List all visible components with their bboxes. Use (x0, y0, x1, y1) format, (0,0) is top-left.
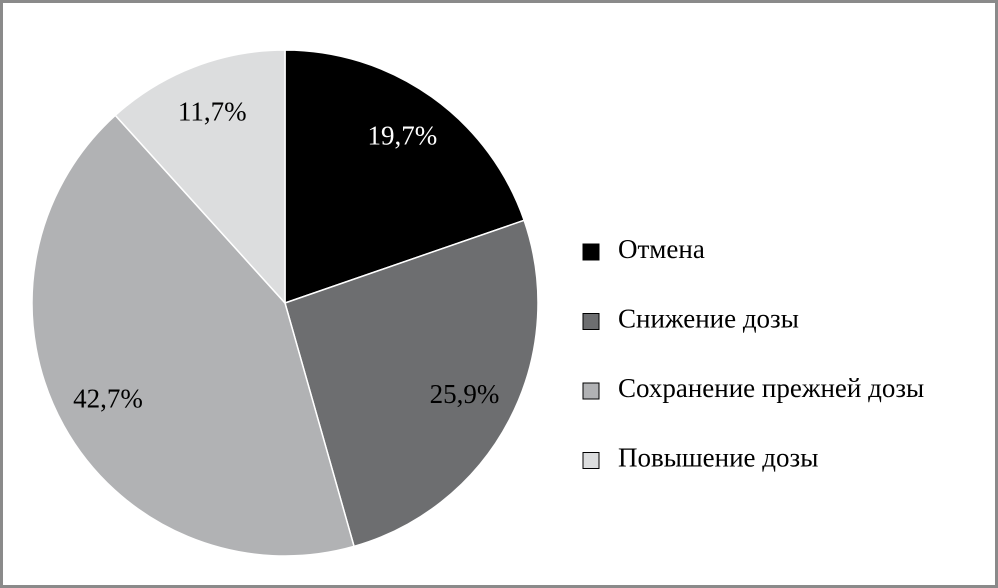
legend-swatch (582, 382, 600, 400)
legend-swatch (582, 452, 600, 469)
pie-slice (31, 114, 355, 557)
slice-label: 42,7% (73, 383, 143, 413)
slice-label: 19,7% (368, 120, 438, 150)
legend-label: Снижение дозы (618, 304, 799, 334)
pie-slice (114, 49, 286, 305)
legend-label: Повышение дозы (618, 443, 818, 473)
slice-label: 25,9% (430, 379, 500, 409)
legend-swatch (582, 243, 600, 261)
pie-slice (284, 219, 539, 548)
legend-label: Отмена (618, 234, 705, 264)
legend-swatch (582, 313, 600, 330)
pie-slice (284, 49, 526, 305)
legend-label: Сохранение прежней дозы (618, 373, 924, 403)
slice-label: 11,7% (178, 96, 247, 126)
